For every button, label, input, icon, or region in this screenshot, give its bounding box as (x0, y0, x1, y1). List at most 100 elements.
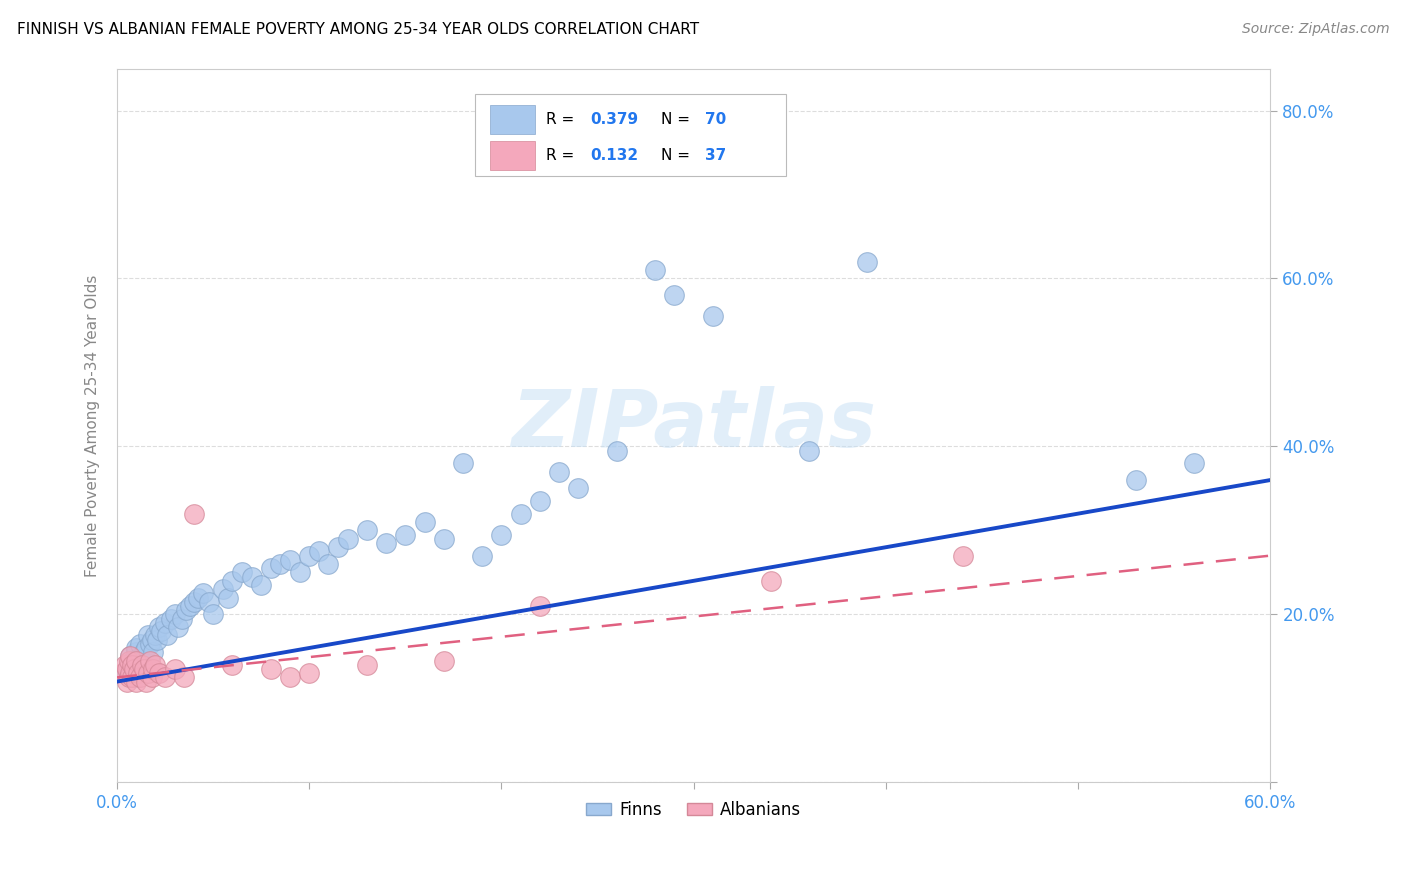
Point (193, 586, 215, 600)
Point (855, 254, 877, 268)
Point (1182, 456, 1205, 470)
Text: N =: N = (661, 112, 690, 127)
Point (120, 649, 142, 664)
Point (759, 574, 782, 588)
Point (122, 657, 145, 672)
Point (231, 566, 253, 580)
Point (240, 569, 263, 583)
FancyBboxPatch shape (475, 94, 786, 176)
Text: R =: R = (546, 112, 574, 127)
Point (132, 645, 155, 659)
Point (132, 662, 155, 676)
Point (356, 657, 378, 672)
Point (146, 632, 169, 647)
Point (298, 666, 321, 681)
Point (135, 640, 157, 655)
Point (952, 549, 974, 563)
Point (529, 494, 551, 508)
Point (413, 515, 436, 529)
Point (269, 557, 291, 571)
Point (356, 524, 378, 538)
Text: R =: R = (546, 148, 574, 163)
Point (491, 527, 513, 541)
Point (163, 607, 186, 622)
Point (138, 637, 160, 651)
Point (125, 640, 148, 655)
Point (148, 620, 170, 634)
Legend: Finns, Albanians: Finns, Albanians (579, 794, 808, 825)
Point (159, 611, 181, 625)
Point (121, 657, 143, 672)
Point (145, 657, 167, 672)
Point (142, 662, 165, 676)
Point (120, 666, 142, 681)
Point (117, 670, 139, 684)
Point (172, 611, 194, 625)
Point (148, 666, 170, 681)
Text: 0.132: 0.132 (591, 148, 638, 163)
Point (115, 662, 138, 676)
Point (121, 662, 143, 676)
Point (451, 456, 474, 470)
Point (122, 662, 145, 676)
Text: ZIPatlas: ZIPatlas (512, 386, 876, 465)
Point (394, 527, 416, 541)
Point (217, 591, 239, 605)
Text: FINNISH VS ALBANIAN FEMALE POVERTY AMONG 25-34 YEAR OLDS CORRELATION CHART: FINNISH VS ALBANIAN FEMALE POVERTY AMONG… (17, 22, 699, 37)
Point (318, 557, 340, 571)
Point (125, 654, 148, 668)
Point (183, 595, 205, 609)
Point (127, 654, 149, 668)
Point (211, 582, 233, 597)
Point (117, 654, 139, 668)
Point (153, 615, 176, 630)
Point (375, 536, 398, 550)
Point (115, 674, 138, 689)
Point (163, 662, 186, 676)
Point (471, 549, 494, 563)
Point (278, 553, 301, 567)
Point (136, 666, 159, 681)
Point (509, 507, 531, 521)
Text: 0.379: 0.379 (591, 112, 638, 127)
Point (298, 549, 321, 563)
Point (548, 465, 571, 479)
Point (150, 624, 173, 639)
Point (127, 666, 149, 681)
Point (131, 657, 153, 672)
Point (250, 578, 273, 592)
Text: Source: ZipAtlas.com: Source: ZipAtlas.com (1241, 22, 1389, 37)
Point (129, 649, 152, 664)
Point (131, 657, 153, 672)
Point (797, 443, 820, 458)
Point (114, 657, 136, 672)
Point (179, 599, 201, 613)
Point (644, 263, 666, 277)
Point (125, 670, 148, 684)
Point (115, 666, 138, 681)
Point (326, 540, 349, 554)
Point (260, 662, 283, 676)
Point (1125, 473, 1147, 487)
Point (129, 670, 152, 684)
Point (145, 628, 167, 642)
Point (606, 443, 628, 458)
Point (288, 566, 311, 580)
Point (664, 288, 686, 302)
Point (433, 532, 456, 546)
Point (167, 620, 190, 634)
Point (260, 561, 283, 575)
Text: 70: 70 (706, 112, 727, 127)
Text: 37: 37 (706, 148, 727, 163)
Point (156, 628, 179, 642)
Point (702, 310, 724, 324)
Point (221, 657, 243, 672)
Point (174, 603, 197, 617)
Point (136, 628, 159, 642)
Point (153, 670, 176, 684)
Point (141, 670, 163, 684)
Point (433, 654, 456, 668)
Point (173, 670, 195, 684)
Point (129, 637, 152, 651)
Point (336, 532, 359, 546)
